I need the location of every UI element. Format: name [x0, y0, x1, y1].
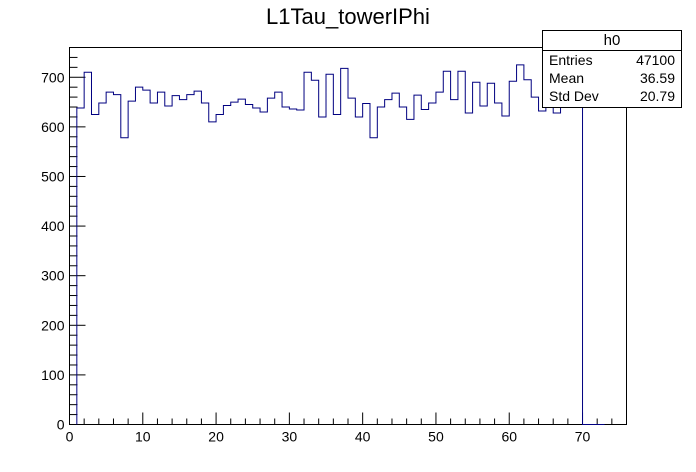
stats-label: Mean — [549, 70, 585, 86]
x-tick-label: 60 — [501, 429, 517, 445]
x-tick-label: 40 — [355, 429, 371, 445]
stats-row-entries: Entries 47100 — [543, 51, 681, 69]
chart-title: L1Tau_towerIPhi — [266, 4, 430, 29]
y-tick-label: 200 — [41, 317, 65, 333]
x-tick-label: 10 — [135, 429, 151, 445]
stats-label: Std Dev — [549, 88, 599, 104]
stats-value: 20.79 — [639, 88, 675, 104]
y-tick-label: 0 — [57, 417, 65, 433]
y-axis: 0 100 200 300 400 500 600 700 — [41, 47, 86, 433]
y-tick-label: 300 — [41, 268, 65, 284]
y-tick-label: 700 — [41, 69, 65, 85]
y-tick-label: 600 — [41, 119, 65, 135]
x-tick-label: 50 — [428, 429, 444, 445]
x-tick-label: 20 — [208, 429, 224, 445]
x-tick-label: 70 — [575, 429, 591, 445]
y-tick-label: 500 — [41, 168, 65, 184]
x-axis: 0 10 20 30 40 50 60 70 — [66, 412, 627, 445]
x-tick-label: 0 — [66, 429, 74, 445]
stats-row-stddev: Std Dev 20.79 — [543, 87, 681, 105]
stats-row-mean: Mean 36.59 — [543, 69, 681, 87]
y-tick-label: 400 — [41, 218, 65, 234]
stats-value: 36.59 — [639, 70, 675, 86]
y-tick-label: 100 — [41, 367, 65, 383]
stats-label: Entries — [549, 52, 593, 68]
x-tick-label: 30 — [282, 429, 298, 445]
stats-value: 47100 — [636, 52, 675, 68]
histogram-series — [76, 64, 605, 425]
stats-box-title: h0 — [543, 31, 681, 51]
stats-box: h0 Entries 47100 Mean 36.59 Std Dev 20.7… — [542, 30, 682, 108]
